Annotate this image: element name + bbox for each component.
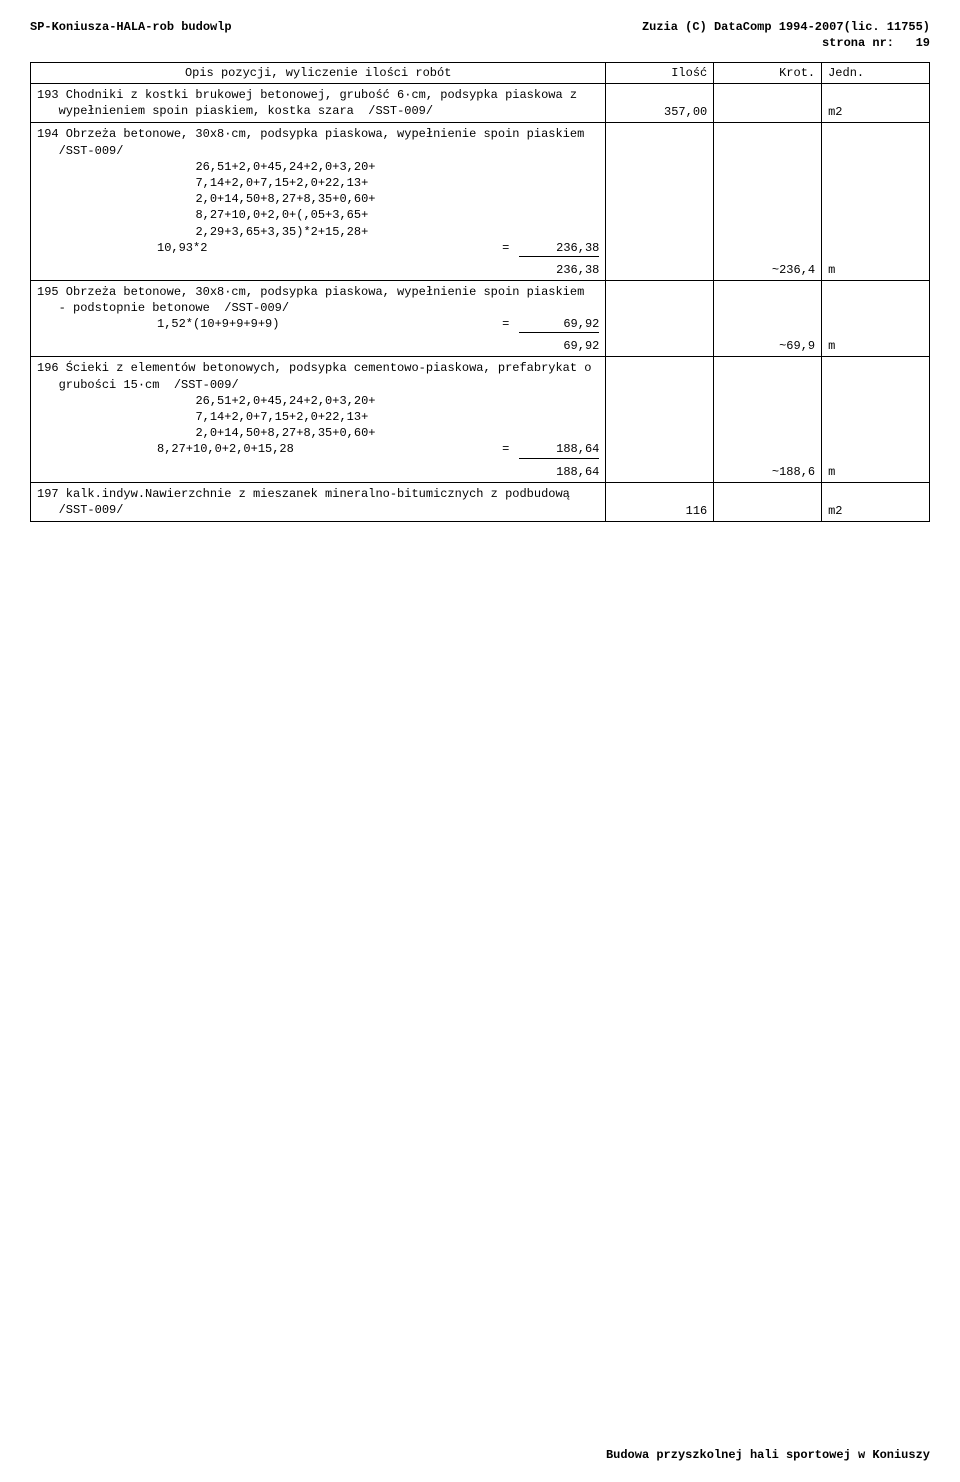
calc-equation: 10,93*2=236,38	[37, 240, 599, 257]
sum-value: 69,92	[31, 336, 606, 357]
table-row: 195 Obrzeża betonowe, 30x8·cm, podsypka …	[31, 280, 930, 336]
unit-value: m	[822, 260, 930, 281]
page-footer: Budowa przyszkolnej hali sportowej w Kon…	[606, 1448, 930, 1462]
mult-value	[714, 482, 822, 521]
table-body: 193 Chodniki z kostki brukowej betonowej…	[31, 84, 930, 522]
header-left-title: SP-Koniusza-HALA-rob budowlp	[30, 20, 232, 50]
mult-value: ~69,9	[714, 336, 822, 357]
mult-value: ~188,6	[714, 462, 822, 483]
cost-table: Opis pozycji, wyliczenie ilości robót Il…	[30, 62, 930, 522]
sum-value: 236,38	[31, 260, 606, 281]
col-header-unit: Jedn.	[822, 63, 930, 84]
col-header-qty: Ilość	[606, 63, 714, 84]
col-header-mult: Krot.	[714, 63, 822, 84]
table-row: 197 kalk.indyw.Nawierzchnie z mieszanek …	[31, 482, 930, 521]
table-row: 196 Ścieki z elementów betonowych, podsy…	[31, 357, 930, 462]
desc-cell: 194 Obrzeża betonowe, 30x8·cm, podsypka …	[31, 123, 606, 260]
table-row: 193 Chodniki z kostki brukowej betonowej…	[31, 84, 930, 123]
desc-cell: 193 Chodniki z kostki brukowej betonowej…	[31, 84, 606, 123]
calc-equation: 1,52*(10+9+9+9+9)=69,92	[37, 316, 599, 333]
header-right: Zuzia (C) DataComp 1994-2007(lic. 11755)…	[642, 20, 930, 50]
sum-value: 188,64	[31, 462, 606, 483]
table-sum-row: 188,64 ~188,6m	[31, 462, 930, 483]
desc-cell: 196 Ścieki z elementów betonowych, podsy…	[31, 357, 606, 462]
table-header-row: Opis pozycji, wyliczenie ilości robót Il…	[31, 63, 930, 84]
qty-value: 357,00	[606, 84, 714, 123]
table-row: 194 Obrzeża betonowe, 30x8·cm, podsypka …	[31, 123, 930, 260]
header-app-info: Zuzia (C) DataComp 1994-2007(lic. 11755)	[642, 20, 930, 34]
qty-value: 116	[606, 482, 714, 521]
table-sum-row: 69,92 ~69,9m	[31, 336, 930, 357]
desc-cell: 197 kalk.indyw.Nawierzchnie z mieszanek …	[31, 482, 606, 521]
unit-value: m	[822, 336, 930, 357]
col-header-desc: Opis pozycji, wyliczenie ilości robót	[31, 63, 606, 84]
table-sum-row: 236,38 ~236,4m	[31, 260, 930, 281]
unit-value: m	[822, 462, 930, 483]
page-header: SP-Koniusza-HALA-rob budowlp Zuzia (C) D…	[30, 20, 930, 50]
desc-cell: 195 Obrzeża betonowe, 30x8·cm, podsypka …	[31, 280, 606, 336]
unit-value: m2	[822, 482, 930, 521]
mult-value	[714, 84, 822, 123]
mult-value: ~236,4	[714, 260, 822, 281]
header-page-num: strona nr: 19	[642, 36, 930, 50]
calc-equation: 8,27+10,0+2,0+15,28=188,64	[37, 441, 599, 458]
unit-value: m2	[822, 84, 930, 123]
